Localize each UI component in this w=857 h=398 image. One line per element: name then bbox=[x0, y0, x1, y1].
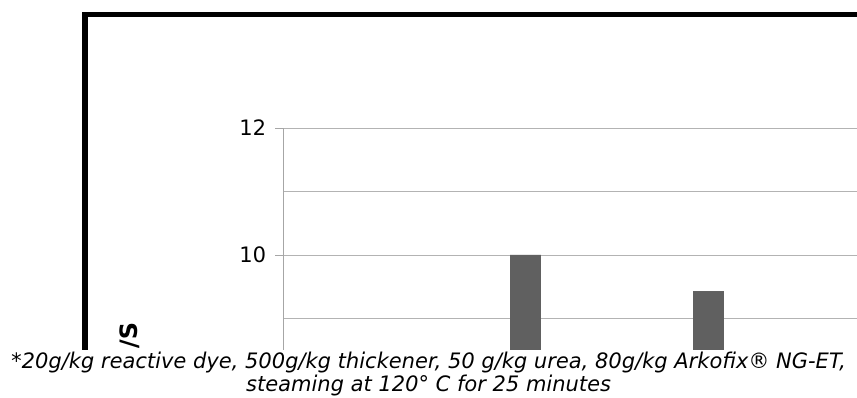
y-tick-label: 10 bbox=[239, 243, 266, 267]
bar bbox=[693, 291, 724, 350]
gridlines bbox=[283, 128, 857, 319]
y-tick-label: 12 bbox=[239, 116, 266, 140]
y-axis-ticks: 12 10 bbox=[239, 116, 283, 267]
y-axis-label: /S bbox=[115, 322, 143, 348]
caption-line-2: steaming at 120° C for 25 minutes bbox=[246, 372, 611, 396]
bar bbox=[510, 254, 541, 350]
figure-caption: *20g/kg reactive dye, 500g/kg thickener,… bbox=[0, 350, 857, 398]
bar-series bbox=[510, 254, 724, 350]
caption-line-1: *20g/kg reactive dye, 500g/kg thickener,… bbox=[11, 349, 846, 373]
frame-border-top bbox=[82, 12, 857, 17]
frame-border-left bbox=[82, 12, 88, 350]
